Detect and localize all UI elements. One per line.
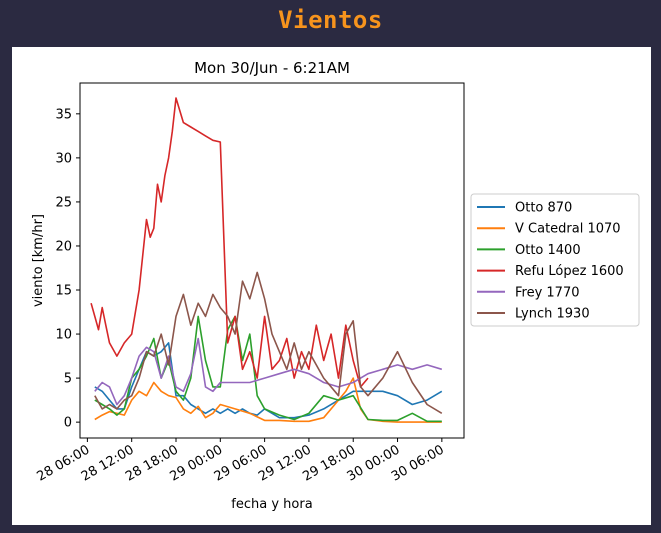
legend-label: Refu López 1600 [515,264,624,279]
y-tick-label: 30 [55,151,72,166]
chart: Mon 30/Jun - 6:21AM 0 5 10 15 20 25 30 35 28 06… [31,59,640,512]
y-tick-label: 0 [64,416,72,431]
chart-title: Mon 30/Jun - 6:21AM [194,59,350,77]
plot-frame [79,82,465,439]
legend-label: Lynch 1930 [515,307,590,322]
y-tick-label: 10 [55,328,72,343]
page-title: Vientos [278,6,383,34]
y-tick-label: 35 [55,107,72,122]
legend-label: V Catedral 1070 [515,222,621,237]
legend-label: Otto 870 [515,201,572,216]
legend: Otto 870 V Catedral 1070 Otto 1400 Refu Lóp… [470,193,640,327]
legend-label: Otto 1400 [515,243,581,258]
legend-label: Frey 1770 [515,285,580,300]
chart-panel: Mon 30/Jun - 6:21AM 0 5 10 15 20 25 30 35 28 06… [12,47,651,525]
series-line [94,377,442,423]
series-line [94,315,442,423]
y-tick-label: 5 [64,372,72,387]
y-axis-label: viento [km/hr] [31,214,46,307]
x-axis-label: fecha y hora [231,497,312,512]
legend-box [470,193,640,327]
y-tick-label: 20 [55,239,72,254]
series-line [94,337,443,406]
series-layer [90,97,443,423]
y-tick-label: 25 [55,195,72,210]
y-tick-label: 15 [55,284,72,299]
series-line [90,97,369,388]
series-line [94,271,443,414]
y-axis: 0 5 10 15 20 25 30 35 [55,107,80,431]
